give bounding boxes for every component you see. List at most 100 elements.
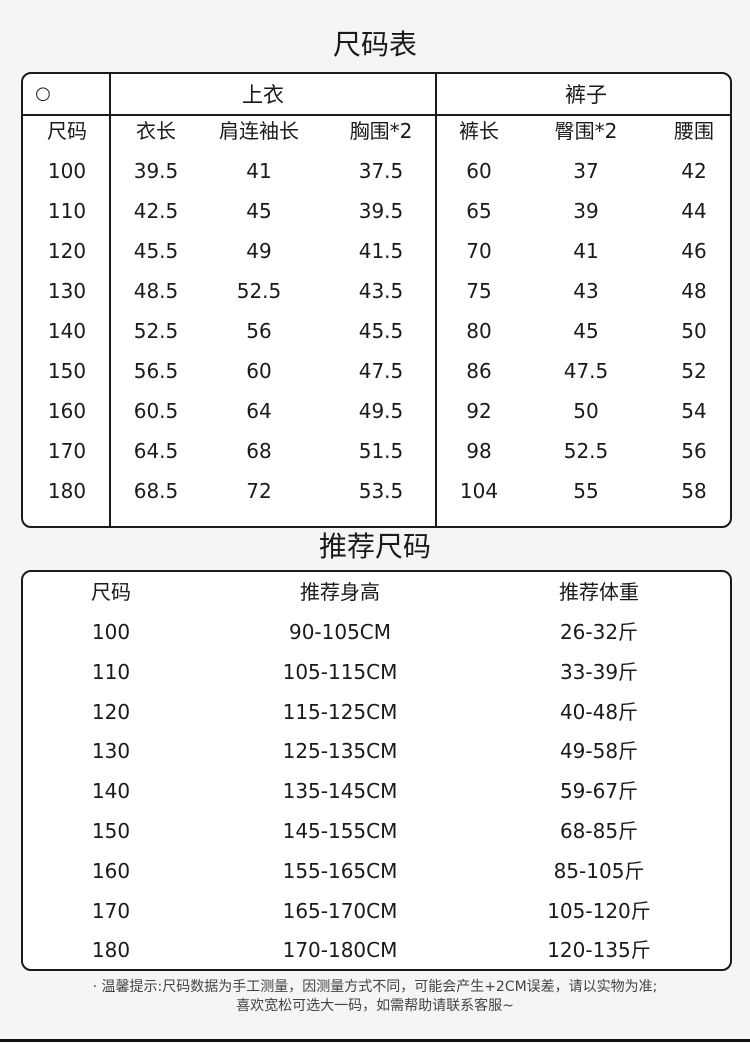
table-cell: 170 [91, 898, 131, 923]
table-cell: 55 [573, 479, 599, 503]
table-cell: 64.5 [133, 439, 179, 463]
table-cell: 92 [466, 399, 492, 423]
table-cell: 85-105斤 [553, 858, 645, 883]
table-cell: 150 [91, 819, 131, 843]
table-cell: 33-39斤 [559, 659, 639, 684]
group-header-pants: 裤子 [565, 83, 607, 107]
table-cell: 41 [246, 159, 272, 183]
table-cell: 110 [47, 199, 87, 223]
table-cell: 115-125CM [282, 699, 398, 724]
table-cell: 68 [246, 439, 272, 463]
table-cell: 53.5 [358, 479, 404, 503]
column-header: 裤长 [459, 119, 499, 143]
recommend-table: 尺码 推荐身高 推荐体重 100 90-105CM 26-32斤 110 105-115CM 3… [21, 570, 732, 971]
table-cell: 60 [466, 159, 492, 183]
column-header: 衣长 [136, 119, 176, 143]
table-cell: 46 [681, 239, 707, 263]
column-header: 推荐身高 [300, 580, 380, 604]
table-cell: 37 [573, 159, 599, 183]
table-cell: 26-32斤 [559, 620, 639, 644]
table-cell: 160 [91, 858, 131, 883]
column-header: 胸围*2 [349, 119, 413, 143]
table-cell: 41.5 [358, 239, 404, 263]
table-cell: 50 [573, 399, 599, 423]
table-cell: 47.5 [563, 359, 609, 383]
table-cell: 90-105CM [288, 620, 392, 644]
table-cell: 98 [466, 439, 492, 463]
table-cell: 100 [47, 159, 87, 183]
table-cell: 39.5 [358, 199, 404, 223]
table-cell: 48 [681, 279, 707, 303]
table-cell: 39 [573, 199, 599, 223]
table-cell: 160 [47, 399, 87, 423]
table-cell: 39.5 [133, 159, 179, 183]
table-cell: 104 [459, 479, 499, 503]
table-cell: 49 [246, 239, 272, 263]
table-cell: 37.5 [358, 159, 404, 183]
corner-circle-icon: ○ [35, 83, 51, 104]
table-cell: 58 [681, 479, 707, 503]
table-cell: 155-165CM [282, 858, 398, 883]
table-cell: 170-180CM [282, 938, 398, 963]
table-cell: 43 [573, 279, 599, 303]
size-chart-table: ○ 上衣 裤子 尺码 衣长 肩连袖长 胸围*2 裤长 臀围*2 腰围 100 39.5 41 37.… [21, 72, 732, 528]
table-cell: 75 [466, 279, 492, 303]
column-header: 臀围*2 [554, 119, 618, 143]
size-chart-title: 尺码表 [332, 28, 417, 61]
table-cell: 170 [47, 439, 87, 463]
table-cell: 45.5 [358, 319, 404, 343]
table-cell: 110 [91, 659, 131, 684]
table-cell: 42 [681, 159, 707, 183]
table-cell: 43.5 [358, 279, 404, 303]
table-cell: 68-85斤 [559, 819, 639, 843]
tip-line-1: · 温馨提示:尺码数据为手工测量，因测量方式不同，可能会产生+2CM误差，请以实… [92, 979, 658, 995]
table-cell: 52.5 [563, 439, 609, 463]
table-cell: 44 [681, 199, 707, 223]
table-cell: 45 [573, 319, 599, 343]
divider [435, 74, 437, 526]
table-cell: 40-48斤 [559, 699, 639, 724]
divider [23, 114, 730, 116]
table-cell: 100 [91, 620, 131, 644]
table-cell: 59-67斤 [559, 779, 639, 804]
table-cell: 52 [681, 359, 707, 383]
table-cell: 51.5 [358, 439, 404, 463]
table-cell: 45.5 [133, 239, 179, 263]
table-cell: 72 [246, 479, 272, 503]
table-cell: 56 [681, 439, 707, 463]
table-cell: 41 [573, 239, 599, 263]
table-cell: 56.5 [133, 359, 179, 383]
table-cell: 180 [91, 938, 131, 963]
table-cell: 130 [47, 279, 87, 303]
divider [0, 1039, 750, 1042]
recommend-title: 推荐尺码 [318, 530, 431, 563]
table-cell: 145-155CM [282, 819, 398, 843]
table-cell: 165-170CM [282, 898, 398, 923]
table-cell: 125-135CM [282, 739, 398, 764]
table-cell: 130 [91, 739, 131, 764]
table-cell: 42.5 [133, 199, 179, 223]
table-cell: 180 [47, 479, 87, 503]
column-header: 尺码 [91, 580, 131, 604]
table-cell: 49-58斤 [559, 739, 639, 764]
table-cell: 120 [47, 239, 87, 263]
column-header: 尺码 [47, 119, 87, 143]
table-cell: 60.5 [133, 399, 179, 423]
table-cell: 50 [681, 319, 707, 343]
column-header: 腰围 [674, 119, 714, 143]
table-cell: 150 [47, 359, 87, 383]
table-cell: 105-115CM [282, 659, 398, 684]
table-cell: 140 [47, 319, 87, 343]
table-cell: 64 [246, 399, 272, 423]
table-cell: 47.5 [358, 359, 404, 383]
table-cell: 65 [466, 199, 492, 223]
table-cell: 120-135斤 [547, 938, 651, 963]
divider [109, 74, 111, 526]
table-cell: 140 [91, 779, 131, 804]
table-cell: 49.5 [358, 399, 404, 423]
table-cell: 68.5 [133, 479, 179, 503]
group-header-top: 上衣 [242, 83, 284, 107]
table-cell: 52.5 [236, 279, 282, 303]
table-cell: 52.5 [133, 319, 179, 343]
table-cell: 70 [466, 239, 492, 263]
